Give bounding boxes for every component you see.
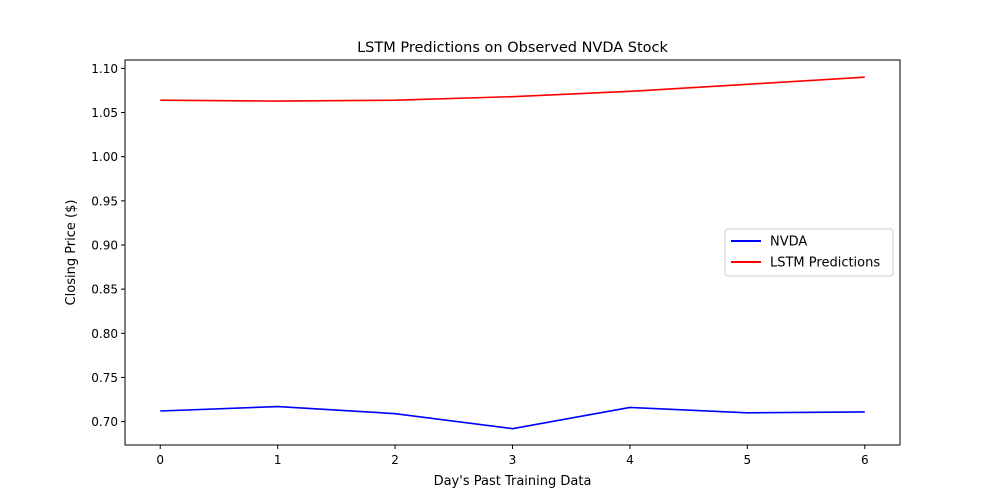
chart-title: LSTM Predictions on Observed NVDA Stock bbox=[357, 40, 668, 56]
x-tick-label: 4 bbox=[626, 453, 634, 467]
y-tick-label: 0.90 bbox=[91, 238, 118, 252]
y-tick-label: 0.85 bbox=[91, 283, 118, 297]
legend: NVDA LSTM Predictions bbox=[724, 228, 894, 277]
x-tick-label: 5 bbox=[744, 453, 752, 467]
series-line-nvda bbox=[160, 405, 865, 430]
y-tick-label: 0.75 bbox=[91, 371, 118, 385]
y-tick-label: 1.00 bbox=[91, 150, 118, 164]
x-tick-label: 3 bbox=[509, 453, 517, 467]
x-tick-label: 6 bbox=[861, 453, 869, 467]
x-tick-label: 2 bbox=[391, 453, 399, 467]
x-tick-label: 0 bbox=[156, 453, 164, 467]
y-tick-label: 0.80 bbox=[91, 327, 118, 341]
y-axis-ticks: 0.70 0.75 0.80 0.85 0.90 0.95 1.00 1.05 1.10 bbox=[91, 62, 125, 429]
legend-label-lstm: LSTM Predictions bbox=[770, 256, 880, 271]
x-axis-label: Day's Past Training Data bbox=[434, 474, 592, 489]
x-tick-label: 1 bbox=[274, 453, 282, 467]
x-axis-ticks: 0 1 2 3 4 5 6 bbox=[156, 445, 869, 467]
legend-frame bbox=[724, 228, 894, 277]
y-axis-label: Closing Price ($) bbox=[64, 200, 79, 306]
y-tick-label: 0.70 bbox=[91, 415, 118, 429]
series-layer bbox=[160, 76, 865, 430]
y-tick-label: 1.10 bbox=[91, 62, 118, 76]
y-tick-label: 0.95 bbox=[91, 194, 118, 208]
y-tick-label: 1.05 bbox=[91, 106, 118, 120]
series-line-lstm-predictions bbox=[160, 76, 865, 102]
legend-label-nvda: NVDA bbox=[770, 235, 807, 250]
